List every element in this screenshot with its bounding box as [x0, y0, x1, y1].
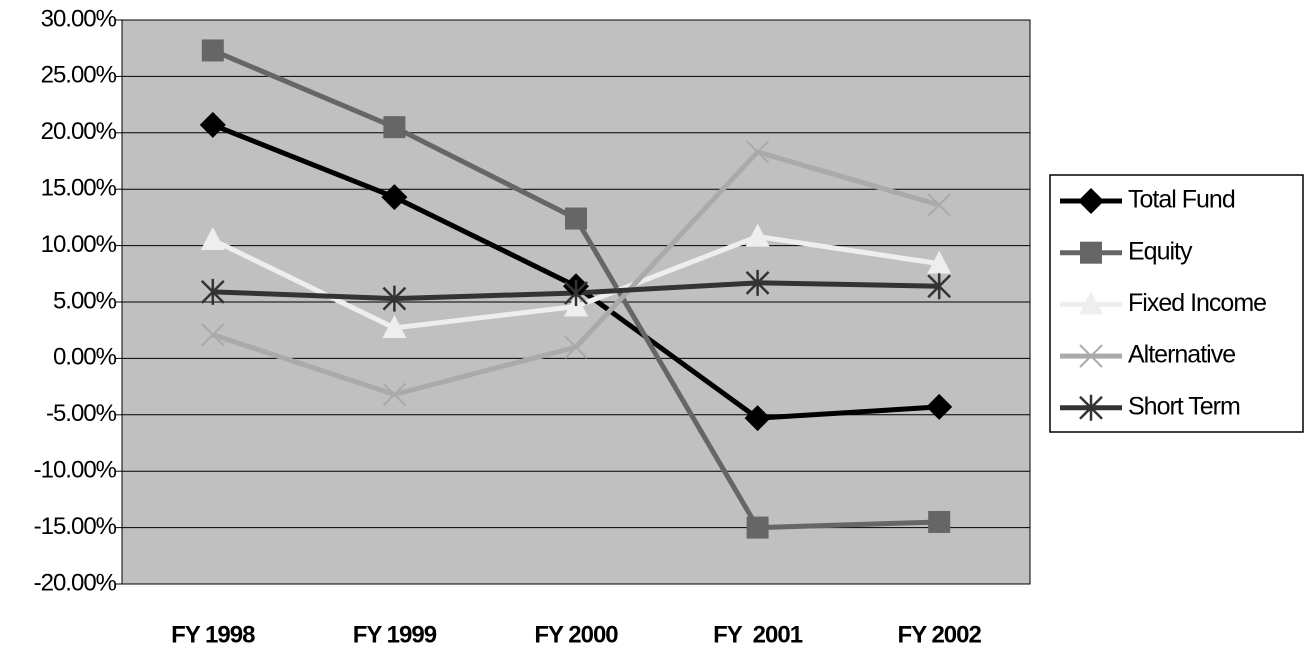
marker	[564, 279, 588, 306]
y-tick-label: 20.00%	[41, 118, 117, 145]
marker	[746, 516, 769, 539]
legend-label: Alternative	[1128, 341, 1235, 369]
y-tick-label: -20.00%	[34, 569, 117, 596]
marker	[200, 278, 225, 305]
marker	[744, 405, 771, 432]
marker	[1079, 291, 1103, 315]
y-tick-label: 15.00%	[41, 175, 117, 202]
legend-label: Short Term	[1128, 392, 1240, 420]
marker	[928, 510, 951, 533]
legend-label: Total Fund	[1128, 186, 1235, 214]
marker	[927, 250, 952, 274]
marker	[1080, 241, 1102, 264]
marker	[927, 273, 952, 300]
marker	[382, 382, 407, 407]
marker	[201, 323, 225, 347]
marker	[745, 223, 770, 247]
marker	[199, 111, 226, 138]
marker	[1079, 394, 1103, 421]
marker	[745, 140, 770, 164]
marker	[201, 39, 224, 62]
x-tick-label: FY 1998	[171, 621, 255, 648]
legend-label: Equity	[1128, 237, 1193, 265]
y-tick-label: -10.00%	[34, 457, 117, 484]
y-tick-label: 0.00%	[53, 344, 117, 371]
legend-label: Fixed Income	[1128, 289, 1266, 317]
marker	[564, 335, 588, 359]
y-tick-label: 30.00%	[41, 5, 117, 32]
marker	[1079, 344, 1103, 368]
marker	[200, 226, 225, 250]
marker	[565, 207, 587, 230]
marker	[927, 193, 951, 217]
y-tick-label: 25.00%	[41, 62, 117, 89]
marker	[382, 314, 407, 338]
x-tick-label: FY 2001	[713, 621, 803, 648]
marker	[926, 393, 953, 420]
y-tick-label: -15.00%	[34, 513, 117, 540]
y-tick-label: 5.00%	[53, 287, 117, 314]
marker	[1078, 188, 1104, 214]
marker	[382, 285, 407, 312]
y-tick-label: 10.00%	[41, 231, 117, 258]
marker	[745, 269, 770, 296]
y-tick-label: -5.00%	[46, 400, 117, 427]
marker	[383, 116, 406, 139]
x-tick-label: FY 1999	[353, 621, 437, 648]
marker	[381, 184, 408, 211]
x-tick-label: FY 2000	[534, 621, 618, 648]
x-tick-label: FY 2002	[898, 621, 982, 648]
